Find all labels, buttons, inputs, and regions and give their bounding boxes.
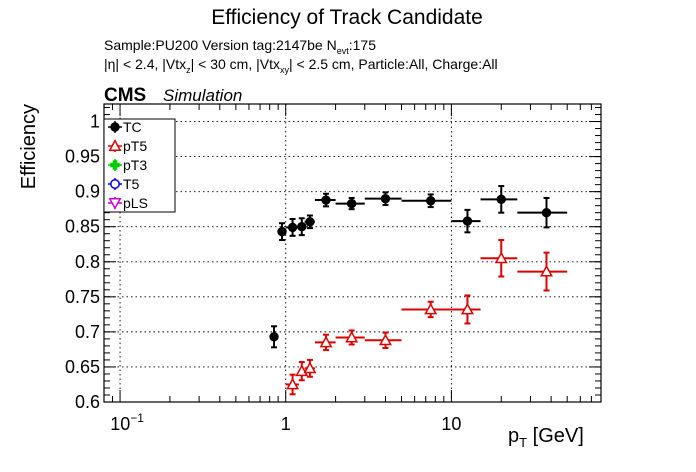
- y-tick-label: 0.65: [65, 357, 100, 377]
- y-tick-label: 0.6: [75, 392, 100, 412]
- legend-marker: [110, 179, 120, 189]
- data-point-TC: [285, 217, 299, 237]
- data-point-TC: [304, 214, 315, 230]
- marker-TC: [305, 217, 315, 227]
- x-tick-label: 10: [441, 414, 461, 434]
- chart-subtitle-cuts: |η| < 2.4, |Vtxz| < 30 cm, |Vtxxy| < 2.5…: [104, 56, 498, 75]
- marker-TC: [462, 216, 473, 226]
- data-point-TC: [277, 222, 287, 242]
- legend: TC pT5 pT3 T5 pLS: [103, 118, 176, 213]
- legend-label: pT3: [123, 157, 147, 173]
- x-tick-label: 10−1: [110, 411, 144, 434]
- data-point-TC: [401, 193, 452, 209]
- legend-label: T5: [123, 176, 140, 192]
- marker-TC: [297, 222, 307, 232]
- legend-label: pT5: [123, 138, 147, 154]
- marker-TC: [346, 198, 357, 209]
- data-point-pT5: [517, 251, 568, 292]
- data-point-TC: [517, 196, 568, 229]
- series-pT5: [285, 239, 568, 396]
- y-tick-label: 0.85: [65, 217, 100, 237]
- cms-label: CMS: [104, 85, 146, 106]
- x-tick-label: 1: [281, 414, 291, 434]
- marker-pT5: [319, 335, 333, 348]
- legend-entry-pT3: pT3: [108, 157, 147, 173]
- marker-TC: [496, 194, 506, 205]
- x-axis-label: pT [GeV]: [508, 425, 584, 450]
- legend-label: TC: [123, 119, 142, 135]
- marker-pT5: [540, 264, 553, 277]
- data-point-pT5: [335, 329, 365, 346]
- marker-pT5: [286, 377, 300, 390]
- data-point-TC: [269, 325, 279, 349]
- plot-frame: [103, 103, 602, 403]
- data-point-pT5: [480, 239, 518, 278]
- marker-pT5: [460, 302, 474, 315]
- simulation-label: Simulation: [163, 86, 242, 105]
- data-point-pT5: [401, 300, 452, 319]
- legend-label: pLS: [123, 195, 148, 211]
- axis-ticks: [104, 104, 601, 403]
- legend-marker: [110, 122, 120, 132]
- marker-TC: [541, 207, 552, 218]
- marker-pT5: [378, 333, 392, 346]
- y-tick-label: 0.9: [75, 182, 100, 202]
- marker-TC: [269, 332, 279, 342]
- y-tick-label: 0.8: [75, 252, 100, 272]
- data-point-TC: [314, 192, 336, 208]
- data-point-pT5: [364, 331, 402, 350]
- marker-TC: [425, 196, 436, 206]
- data-series: [269, 185, 568, 396]
- legend-marker: [108, 139, 122, 151]
- data-point-pT5: [451, 294, 481, 325]
- chart-title: Efficiency of Track Candidate: [211, 6, 483, 29]
- data-point-pT5: [314, 333, 336, 352]
- legend-entry-pT5: pT5: [108, 138, 147, 154]
- marker-pT5: [494, 251, 508, 264]
- tick-labels: 0.6 0.65 0.7 0.75 0.8 0.85 0.9 0.95 1 10−1 1 10: [65, 112, 461, 434]
- legend-entry-pLS: pLS: [108, 195, 148, 211]
- y-tick-label: 0.75: [65, 287, 100, 307]
- marker-TC: [380, 193, 391, 204]
- data-point-pT5: [285, 373, 300, 396]
- y-axis-label: Efficiency: [18, 104, 40, 189]
- legend-marker: [108, 198, 122, 210]
- marker-TC: [321, 195, 331, 205]
- data-point-TC: [451, 208, 481, 234]
- data-point-TC: [297, 217, 307, 237]
- legend-entry-T5: T5: [108, 176, 140, 192]
- marker-pT5: [303, 361, 317, 374]
- data-point-TC: [480, 185, 518, 214]
- data-point-TC: [364, 191, 402, 206]
- chart-subtitle-sample: Sample:PU200 Version tag:2147be Nevt:175: [104, 37, 376, 56]
- y-tick-label: 1: [90, 112, 100, 132]
- marker-TC: [277, 226, 287, 237]
- marker-pT5: [424, 302, 438, 315]
- legend-marker: [110, 160, 120, 170]
- data-point-pT5: [303, 358, 317, 378]
- legend-entry-TC: TC: [108, 119, 142, 135]
- y-tick-label: 0.95: [65, 147, 100, 167]
- grid-lines: [104, 104, 601, 403]
- marker-TC: [287, 222, 298, 233]
- marker-pT5: [345, 330, 359, 343]
- y-tick-label: 0.7: [75, 322, 100, 342]
- series-TC: [269, 185, 568, 349]
- data-point-TC: [335, 196, 365, 211]
